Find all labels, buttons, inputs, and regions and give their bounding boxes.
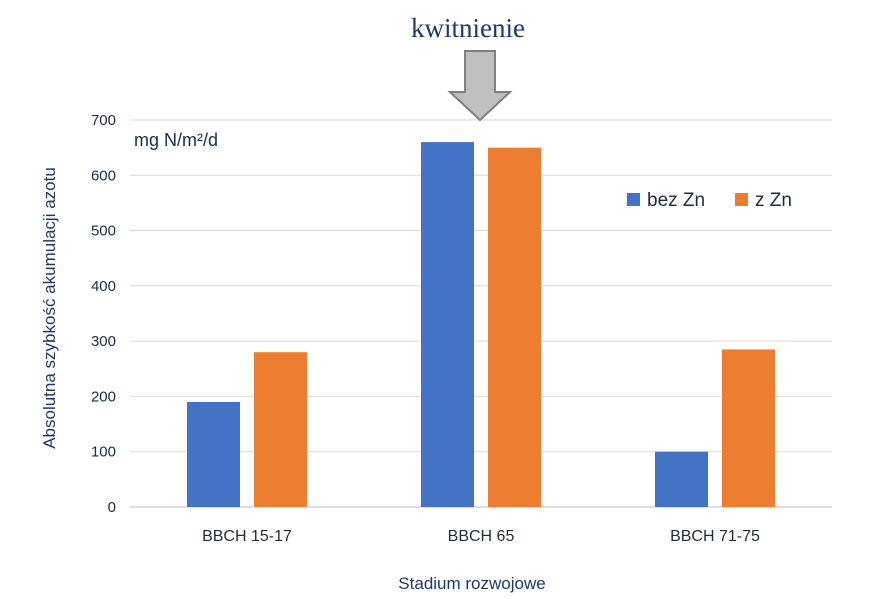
unit-label: mg N/m²/d [134, 130, 218, 150]
y-tick-label: 600 [91, 167, 116, 184]
legend-label: z Zn [755, 190, 792, 211]
y-tick-label: 100 [91, 444, 116, 461]
x-axis-ticks: BBCH 15-17 BBCH 65 BBCH 71-75 [202, 528, 760, 545]
y-tick-label: 400 [91, 278, 116, 295]
bar-bez-zn [187, 401, 240, 507]
bars [187, 142, 775, 507]
gridlines [130, 119, 832, 508]
y-tick-label: 500 [91, 223, 116, 240]
bar-z-zn [488, 147, 541, 507]
y-axis-title: Absolutna szybkość akumulacji azotu [40, 167, 59, 449]
legend: bez Zn z Zn [627, 190, 792, 211]
x-axis-title: Stadium rozwojowe [398, 574, 545, 593]
annotation-label: kwitnienie [411, 13, 525, 43]
annotation-arrow [447, 50, 513, 122]
y-tick-label: 0 [108, 499, 116, 516]
bar-bez-zn [421, 142, 474, 507]
legend-label: bez Zn [647, 190, 705, 211]
x-tick-label: BBCH 15-17 [202, 528, 292, 545]
bar-z-zn [254, 352, 307, 507]
x-tick-label: BBCH 65 [448, 528, 515, 545]
bar-z-zn [722, 349, 775, 507]
y-axis-ticks: 0 100 200 300 400 500 600 700 [91, 112, 116, 516]
y-tick-label: 700 [91, 112, 116, 129]
x-tick-label: BBCH 71-75 [670, 528, 760, 545]
y-tick-label: 300 [91, 333, 116, 350]
legend-swatch [627, 193, 640, 206]
bar-bez-zn [655, 451, 708, 507]
legend-swatch [735, 193, 748, 206]
y-tick-label: 200 [91, 388, 116, 405]
